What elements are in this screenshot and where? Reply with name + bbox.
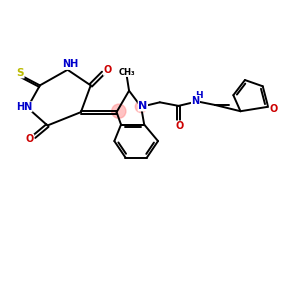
Text: O: O — [26, 134, 34, 144]
Text: CH₃: CH₃ — [118, 68, 135, 76]
Text: O: O — [103, 65, 112, 75]
Text: S: S — [16, 68, 24, 78]
Text: O: O — [175, 121, 184, 131]
Text: H: H — [195, 91, 203, 100]
Text: HN: HN — [16, 102, 32, 112]
Text: N: N — [138, 101, 148, 111]
Text: NH: NH — [62, 59, 78, 69]
Circle shape — [112, 104, 126, 118]
Circle shape — [135, 101, 147, 112]
Text: O: O — [269, 103, 278, 114]
Text: N: N — [191, 95, 200, 106]
